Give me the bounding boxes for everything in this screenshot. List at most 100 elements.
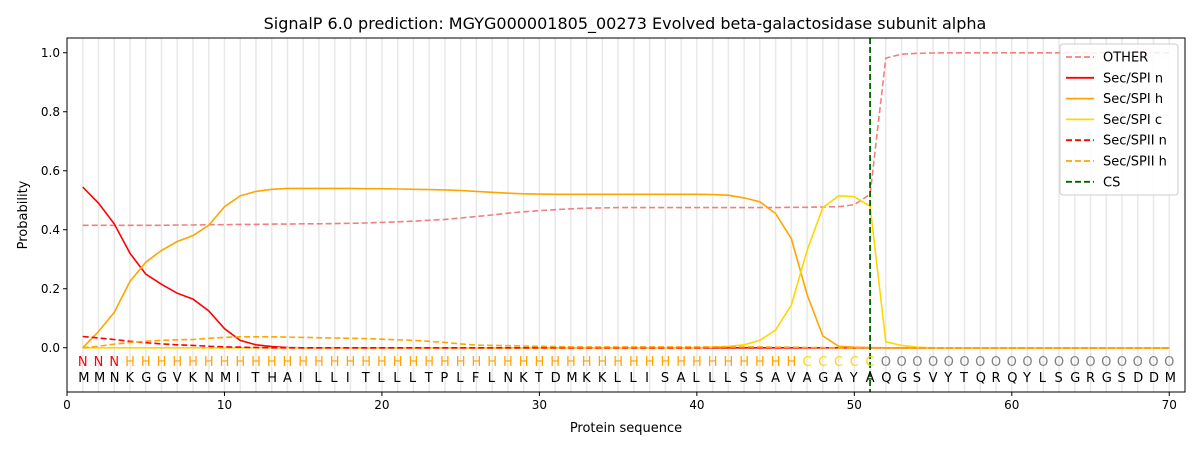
residue-label: C xyxy=(850,355,859,370)
x-tick-label: 40 xyxy=(689,398,704,412)
residue-label: H xyxy=(204,355,214,370)
series-sec-spi-c xyxy=(82,194,1170,349)
y-tick-label: 0.6 xyxy=(41,164,60,178)
residue-label: H xyxy=(613,355,623,370)
residue-label: N xyxy=(78,355,88,370)
y-tick-label: 0.4 xyxy=(41,223,60,237)
y-tick-label: 0.0 xyxy=(41,341,60,355)
residue-label: H xyxy=(456,355,466,370)
residue-label: H xyxy=(440,355,450,370)
y-tick-label: 0.8 xyxy=(41,105,60,119)
residue-label: H xyxy=(472,355,482,370)
residue-label: O xyxy=(1007,355,1017,370)
x-tick-label: 0 xyxy=(63,398,71,412)
residue-label: H xyxy=(582,355,592,370)
residue-label: H xyxy=(157,355,167,370)
legend-label: CS xyxy=(1103,175,1120,190)
residue-label: H xyxy=(597,355,607,370)
legend-label: Sec/SPI h xyxy=(1103,92,1163,107)
y-tick-label: 1.0 xyxy=(41,46,60,60)
legend-box xyxy=(1059,43,1179,196)
residue-label: H xyxy=(377,355,387,370)
residue-label: H xyxy=(535,355,545,370)
residue-label: H xyxy=(361,355,371,370)
series-sec-spii-h xyxy=(82,336,1170,349)
residue-label: H xyxy=(314,355,324,370)
residue-label: O xyxy=(1070,355,1080,370)
residue-label: O xyxy=(975,355,985,370)
residue-label: H xyxy=(676,355,686,370)
residue-label: H xyxy=(267,355,277,370)
residue-label: H xyxy=(503,355,513,370)
plot-frame xyxy=(66,37,1186,393)
residue-label: H xyxy=(755,355,765,370)
residue-label: H xyxy=(330,355,340,370)
legend-label: Sec/SPII h xyxy=(1103,155,1167,170)
residue-label: H xyxy=(629,355,639,370)
residue-label: C xyxy=(803,355,812,370)
residue-label: O xyxy=(1085,355,1095,370)
residue-label: H xyxy=(771,355,781,370)
residue-label: H xyxy=(424,355,434,370)
legend-label: Sec/SPI c xyxy=(1103,113,1162,128)
residue-label: N xyxy=(109,355,119,370)
residue-label: O xyxy=(991,355,1001,370)
residue-label: O xyxy=(1022,355,1032,370)
x-tick-label: 10 xyxy=(217,398,232,412)
residue-label: H xyxy=(723,355,733,370)
residue-label: O xyxy=(1117,355,1127,370)
x-tick-label: 60 xyxy=(1004,398,1019,412)
residue-label: H xyxy=(739,355,749,370)
residue-label: H xyxy=(566,355,576,370)
residue-label: O xyxy=(1038,355,1048,370)
legend: OTHER Sec/SPI n Sec/SPI h Sec/SPI c Sec/SPII… xyxy=(1059,43,1179,196)
residue-label: H xyxy=(487,355,497,370)
residue-label: O xyxy=(1054,355,1064,370)
legend-label: Sec/SPI n xyxy=(1103,71,1163,86)
residue-label: O xyxy=(896,355,906,370)
residue-label: H xyxy=(786,355,796,370)
residue-label: H xyxy=(660,355,670,370)
residue-label: H xyxy=(393,355,403,370)
y-axis-label: Probability xyxy=(16,180,31,249)
legend-label: OTHER xyxy=(1103,51,1148,66)
series-sec-spi-h xyxy=(82,187,1170,349)
residue-label: O xyxy=(1164,355,1174,370)
residue-label: H xyxy=(519,355,529,370)
residue-label: H xyxy=(172,355,182,370)
residue-label: H xyxy=(220,355,230,370)
series-other xyxy=(82,52,1170,227)
chart-title: SignalP 6.0 prediction: MGYG000001805_00… xyxy=(264,14,987,34)
y-tick-label: 0.2 xyxy=(41,282,60,296)
residue-label: H xyxy=(409,355,419,370)
residue-label: C xyxy=(866,355,875,370)
residue-label: O xyxy=(1101,355,1111,370)
residue-label: H xyxy=(188,355,198,370)
residue-label: O xyxy=(959,355,969,370)
residue-label: H xyxy=(708,355,718,370)
residue-label: H xyxy=(550,355,560,370)
residue-label: H xyxy=(125,355,135,370)
residue-label: H xyxy=(283,355,293,370)
x-axis-label: Protein sequence xyxy=(570,421,682,436)
residue-label: H xyxy=(692,355,702,370)
legend-label: Sec/SPII n xyxy=(1103,134,1167,149)
x-tick-label: 30 xyxy=(532,398,547,412)
residue-label: N xyxy=(94,355,104,370)
residue-label: C xyxy=(818,355,827,370)
x-tick-label: 50 xyxy=(847,398,862,412)
residue-label: C xyxy=(834,355,843,370)
series-sec-spi-n xyxy=(82,186,1170,349)
residue-label: H xyxy=(235,355,245,370)
residue-label: O xyxy=(1133,355,1143,370)
residue-label: O xyxy=(881,355,891,370)
residue-label: H xyxy=(141,355,151,370)
series-sec-spii-n xyxy=(82,335,1170,349)
x-tick-label: 70 xyxy=(1162,398,1177,412)
residue-label: H xyxy=(251,355,261,370)
residue-label: H xyxy=(298,355,308,370)
residue-label: O xyxy=(1148,355,1158,370)
residue-label: H xyxy=(645,355,655,370)
residue-label: H xyxy=(346,355,356,370)
